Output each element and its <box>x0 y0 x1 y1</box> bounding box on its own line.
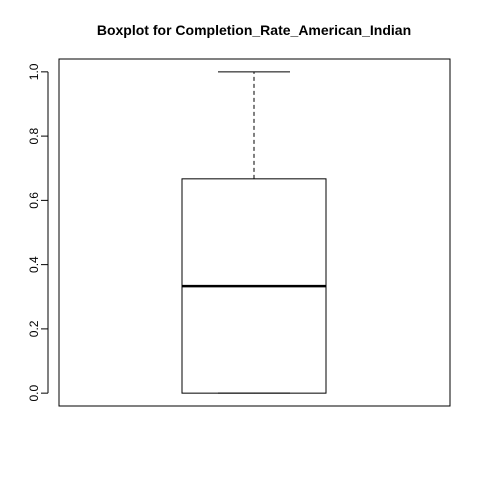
box-plot <box>181 71 327 394</box>
plot-frame <box>58 58 451 407</box>
chart-title: Boxplot for Completion_Rate_American_Ind… <box>97 22 411 38</box>
y-axis-ticks: 0.0 0.2 0.4 0.6 0.8 1.0 <box>27 63 48 401</box>
y-tick-label: 0.0 <box>27 384 41 401</box>
y-tick-label: 0.4 <box>27 256 41 273</box>
y-tick-label: 0.2 <box>27 320 41 337</box>
y-tick-label: 0.8 <box>27 127 41 144</box>
y-tick-label: 1.0 <box>27 63 41 80</box>
y-tick-label: 0.6 <box>27 192 41 209</box>
